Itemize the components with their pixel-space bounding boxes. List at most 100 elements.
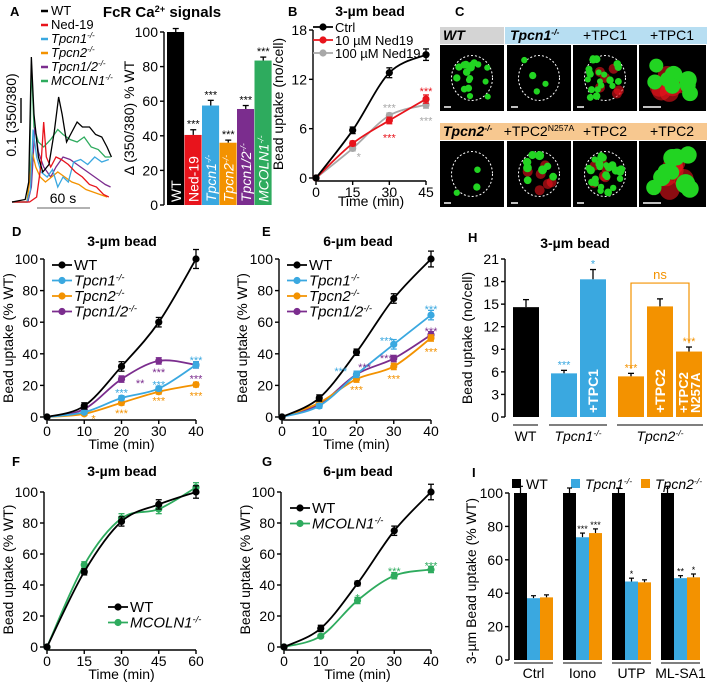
data-point xyxy=(117,375,126,383)
legend-label-text: Ctrl xyxy=(335,20,355,35)
bead xyxy=(616,175,624,182)
legend-swatch xyxy=(641,479,650,488)
panel-label: D xyxy=(12,224,21,239)
bead xyxy=(679,71,697,89)
significance-stars: *** xyxy=(152,380,166,392)
legend-label: Tpcn1-/- xyxy=(74,273,124,290)
group-label: WT xyxy=(515,428,537,444)
significance-stars: *** xyxy=(420,115,434,127)
bead xyxy=(592,92,601,100)
bead xyxy=(529,71,537,80)
group-label-superscript: -/- xyxy=(675,428,683,438)
x-tick-label: 10 xyxy=(313,653,329,669)
legend-marker xyxy=(58,292,66,300)
panel-label: H xyxy=(468,230,477,245)
y-tick-label: 100 xyxy=(250,251,274,267)
bar xyxy=(563,493,576,660)
data-point xyxy=(427,311,435,319)
significance-stars: *** xyxy=(222,129,236,141)
bar xyxy=(513,307,539,417)
y-tick-label: 6 xyxy=(491,364,499,380)
micrograph-header: +TPC2 xyxy=(650,123,694,139)
x-tick-label: 0 xyxy=(278,423,286,439)
bar xyxy=(551,373,577,417)
x-tick-label: 20 xyxy=(350,653,366,669)
bar-label-superscript: -/- xyxy=(203,155,213,163)
panel-f: 6-µm bead 0 20 40 60 80 100 0 10 20 30 40 Time (min)… xyxy=(237,463,439,682)
y-tick-label: 60 xyxy=(22,546,38,562)
bead xyxy=(597,187,604,194)
bar xyxy=(625,581,638,660)
bar-label-text: MCOLN1 xyxy=(255,144,271,202)
significance-stars: *** xyxy=(425,304,439,316)
data-point xyxy=(317,624,325,633)
bar xyxy=(202,105,220,205)
group-label: Tpcn1-/- xyxy=(554,428,601,444)
header-background xyxy=(505,27,707,44)
legend-label-text: WT xyxy=(312,500,335,517)
bead xyxy=(588,86,596,94)
group-label-text: Tpcn2 xyxy=(636,428,675,444)
y-tick-label: 0 xyxy=(491,409,499,425)
trace-ned-19 xyxy=(12,121,110,203)
data-point xyxy=(192,488,200,496)
y-tick-label: 15 xyxy=(483,296,499,312)
group-label-superscript: -/- xyxy=(593,428,601,438)
x-tick-label: 40 xyxy=(423,653,439,669)
bead xyxy=(474,166,481,173)
bead xyxy=(602,171,610,179)
data-point xyxy=(353,596,362,605)
bead xyxy=(584,76,591,83)
data-point xyxy=(427,255,435,263)
significance-stars: * xyxy=(692,565,696,575)
legend-label-text: MCOLN1 xyxy=(51,73,105,88)
significance-stars: *** xyxy=(190,373,204,385)
bead xyxy=(528,151,537,160)
significance-stars: * xyxy=(91,414,96,426)
series-line xyxy=(315,103,427,179)
y-axis-label: Bead uptake (no/cell) xyxy=(270,38,286,170)
bead xyxy=(595,69,602,76)
bar xyxy=(638,582,651,660)
group-label-text: Tpcn1 xyxy=(554,428,593,444)
legend-label: WT xyxy=(51,3,71,18)
significance-stars: *** xyxy=(388,566,402,578)
micrograph-header: +TPC2 xyxy=(583,123,627,139)
bar xyxy=(540,597,553,660)
micrograph-header: +TPC2N257A xyxy=(504,123,575,139)
cell-outline xyxy=(451,55,493,101)
x-tick-label: 15 xyxy=(345,184,361,200)
legend-label-superscript: -/- xyxy=(694,476,702,486)
legend-label: Tpcn1/2-/- xyxy=(309,304,372,321)
y-tick-label: 20 xyxy=(22,608,38,624)
legend-label-superscript: -/- xyxy=(116,273,125,283)
y-tick-label: 40 xyxy=(142,128,158,144)
y-tick-label: 12 xyxy=(291,71,307,87)
bead xyxy=(533,88,541,95)
significance-stars: *** xyxy=(350,384,364,396)
significance-stars: *** xyxy=(387,373,401,385)
micrograph-header-text: Tpcn2 xyxy=(443,123,484,139)
legend-label-superscript: -/- xyxy=(87,31,95,40)
bead xyxy=(465,76,473,84)
data-point xyxy=(80,402,88,410)
bar xyxy=(589,533,602,660)
bar-label-superscript: -/- xyxy=(255,135,265,143)
micrograph-header-superscript: -/- xyxy=(484,123,492,133)
panel-label: F xyxy=(12,454,20,469)
data-point xyxy=(390,354,398,363)
legend-label-text: Ned-19 xyxy=(51,17,94,32)
panel-label: C xyxy=(455,4,465,19)
y-tick-label: 40 xyxy=(257,346,273,362)
bar-label: Tpcn1-/- xyxy=(203,155,219,202)
data-point xyxy=(427,565,435,574)
significance-stars: *** xyxy=(187,119,201,131)
significance-stars: * xyxy=(357,152,362,164)
bead xyxy=(591,156,598,163)
x-tick-label: 30 xyxy=(386,653,402,669)
legend-label: MCOLN1-/- xyxy=(51,73,113,88)
legend-label: WT xyxy=(74,257,97,274)
panel-c: 3-µm bead 0 20 40 60 80 100 0 10 20 30 40 Time (min)… xyxy=(0,233,204,452)
bead xyxy=(549,172,558,181)
